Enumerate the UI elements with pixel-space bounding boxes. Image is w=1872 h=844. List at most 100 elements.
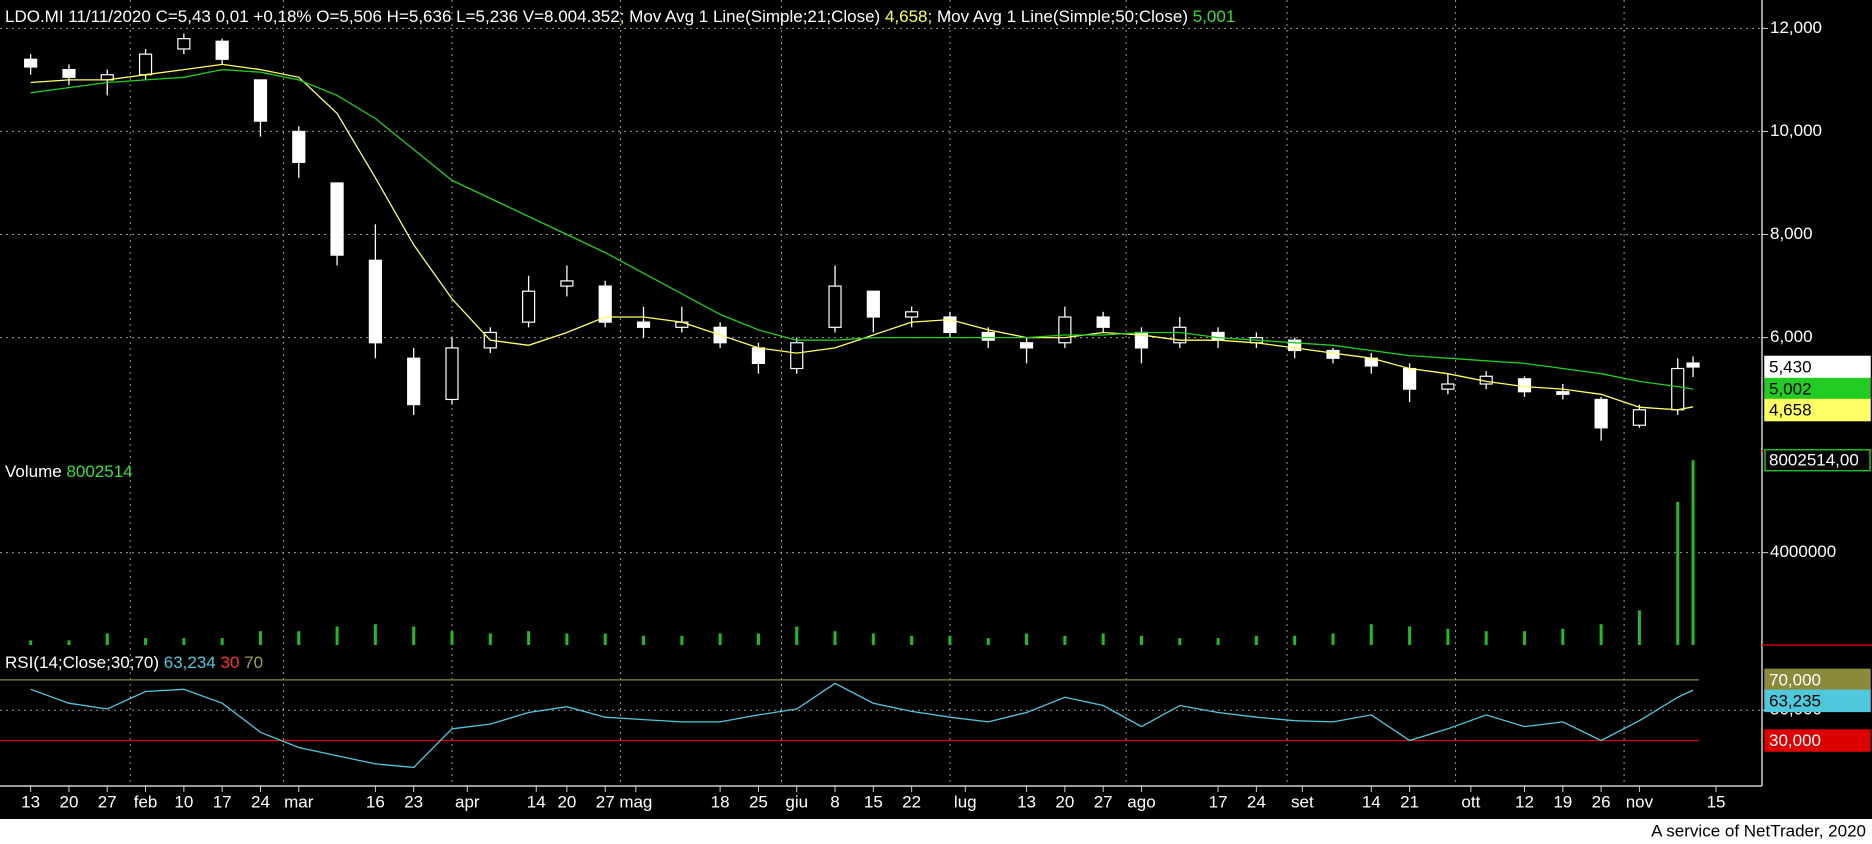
volume-bar — [1637, 610, 1641, 645]
value-box-bg — [1764, 689, 1871, 713]
volume-bar — [1178, 638, 1182, 645]
volume-bar — [833, 631, 837, 645]
candle-body — [138, 53, 153, 76]
x-tick-label: 13 — [21, 792, 40, 811]
candle-body — [407, 357, 421, 406]
value-box-bg — [1764, 448, 1871, 472]
y-tick-label: 10,000 — [1770, 121, 1822, 140]
x-tick-label: 13 — [1017, 792, 1036, 811]
x-tick-label: ago — [1127, 792, 1155, 811]
x-tick-label: feb — [134, 792, 158, 811]
candle-body — [1402, 367, 1417, 390]
volume-bar — [795, 626, 799, 645]
volume-bar — [1369, 624, 1373, 645]
candle-body — [1211, 331, 1225, 341]
candle-body — [1594, 398, 1608, 429]
x-tick-label: 20 — [59, 792, 78, 811]
x-tick-label: 17 — [1209, 792, 1228, 811]
volume-bar — [1293, 635, 1297, 645]
candle-body — [905, 311, 919, 318]
volume-bar — [1101, 633, 1105, 645]
legend-value: 5,001 — [1192, 7, 1236, 26]
legend-entry: RSI(14;Close;30;70) — [5, 653, 160, 672]
footer-bar — [0, 819, 1872, 844]
y-tick-label: 12,000 — [1770, 18, 1822, 37]
legend-entry: Volume — [5, 462, 62, 481]
candle-body — [215, 40, 229, 60]
value-box-label: 5,430 — [1769, 357, 1812, 376]
header-text: LDO.MI 11/11/2020 C=5,43 0,01 +0,18% O=5… — [5, 7, 620, 26]
legend-value: 70 — [244, 653, 264, 672]
candle-body — [253, 79, 268, 122]
candle-body — [866, 290, 880, 318]
volume-bar — [412, 626, 416, 645]
legend-entry: Mov Avg 1 Line(Simple;50;Close) — [936, 7, 1188, 26]
legend-value: 63,234 — [163, 653, 216, 672]
x-tick-label: 20 — [1055, 792, 1074, 811]
candle-body — [1671, 367, 1685, 411]
y-tick-label: 4000000 — [1770, 542, 1836, 561]
value-box-label: 30,000 — [1769, 731, 1821, 750]
x-tick-label: 27 — [596, 792, 615, 811]
volume-bar — [603, 633, 607, 645]
volume-bar — [1484, 631, 1488, 645]
x-tick-label: 26 — [1592, 792, 1611, 811]
candle-body — [177, 38, 191, 50]
volume-bar — [1523, 631, 1527, 645]
value-box-bg — [1764, 729, 1871, 752]
x-tick-label: 14 — [1362, 792, 1381, 811]
volume-bar — [527, 631, 531, 645]
x-tick-label: 15 — [1707, 792, 1726, 811]
volume-bar — [910, 635, 914, 645]
candle-body — [445, 347, 459, 401]
volume-bar — [756, 633, 760, 645]
footer-text: A service of NetTrader, 2020 — [1651, 821, 1866, 840]
y-tick-label: 6,000 — [1770, 327, 1813, 346]
volume-bar — [1254, 635, 1258, 645]
x-tick-label: lug — [954, 792, 977, 811]
price-legend: LDO.MI 11/11/2020 C=5,43 0,01 +0,18% O=5… — [5, 7, 1235, 27]
candle-body — [1556, 391, 1570, 395]
candle-body — [521, 290, 536, 323]
x-tick-label: 19 — [1553, 792, 1572, 811]
x-tick-label: mar — [284, 792, 314, 811]
separator: ; — [927, 7, 933, 26]
volume-legend: Volume 8002514 — [5, 462, 133, 482]
x-tick-label: 16 — [366, 792, 385, 811]
candle-body — [292, 130, 306, 163]
legend-value: 8002514 — [66, 462, 133, 481]
candle-body — [24, 58, 38, 68]
volume-bar — [1063, 635, 1067, 645]
volume-bar — [948, 635, 952, 645]
legend-value: 30 — [220, 653, 240, 672]
value-box-label: 70,000 — [1769, 670, 1821, 689]
candle-body — [1686, 362, 1700, 368]
candle-body — [1173, 326, 1187, 344]
volume-bar — [1216, 638, 1220, 645]
y-tick-label: 8,000 — [1770, 224, 1813, 243]
candle-body — [598, 285, 612, 323]
candle-body — [1058, 316, 1072, 344]
volume-bar — [986, 638, 990, 645]
volume-bar — [488, 633, 492, 645]
candle-body — [828, 285, 842, 328]
volume-bar — [450, 631, 454, 645]
volume-bar — [1331, 633, 1335, 645]
volume-bar — [1599, 624, 1603, 645]
x-tick-label: 15 — [864, 792, 883, 811]
x-tick-label: nov — [1626, 792, 1654, 811]
volume-bar — [297, 631, 301, 645]
candle-body — [981, 331, 995, 341]
x-tick-label: 24 — [251, 792, 270, 811]
x-tick-label: 20 — [557, 792, 576, 811]
rsi-line — [30, 682, 1694, 769]
x-tick-label: mag — [619, 792, 652, 811]
volume-bar — [718, 633, 722, 645]
volume-bar — [144, 638, 148, 645]
volume-bar — [105, 633, 109, 645]
volume-bar — [1691, 460, 1695, 645]
value-box-label: 5,002 — [1769, 380, 1812, 399]
rsi-legend: RSI(14;Close;30;70) 63,234 30 70 — [5, 653, 263, 673]
value-box: 30,000 — [1764, 729, 1871, 752]
